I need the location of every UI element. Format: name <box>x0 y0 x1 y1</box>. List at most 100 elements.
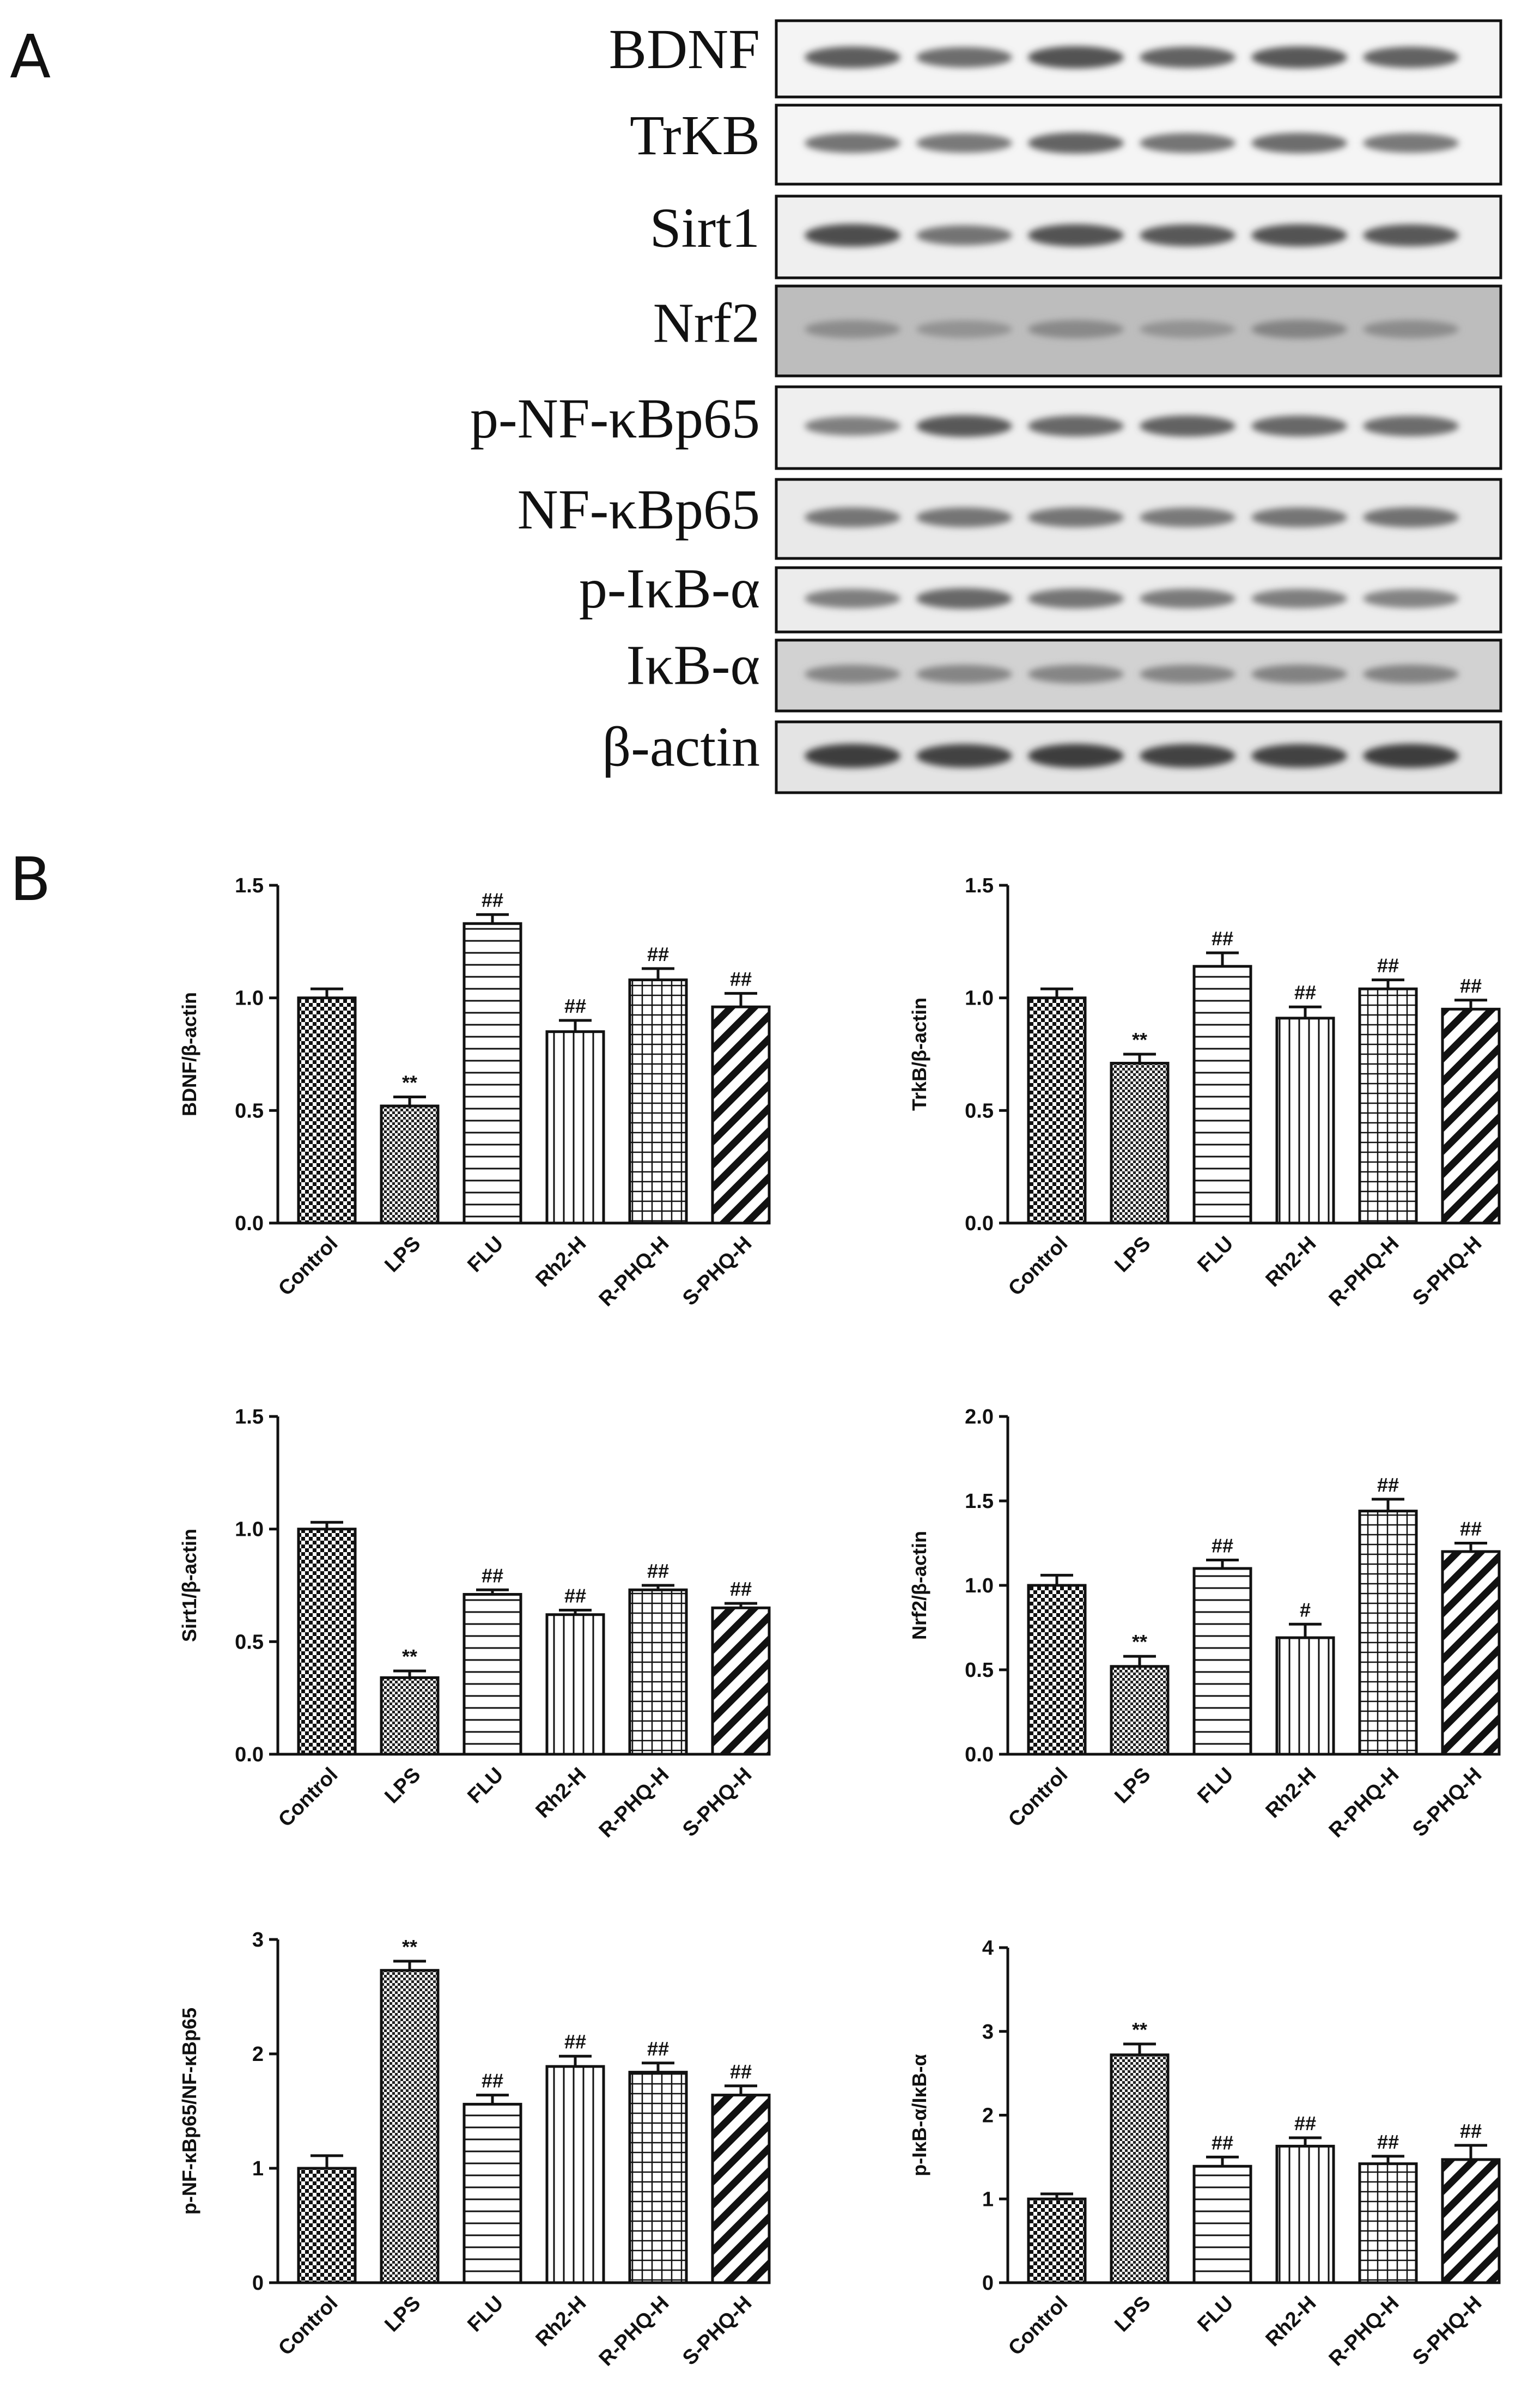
x-category-label: S-PHQ-H <box>1408 1763 1486 1841</box>
blot-band <box>1028 588 1124 609</box>
y-tick-label: 1.5 <box>965 1490 994 1513</box>
significance-label: ** <box>402 1936 417 1958</box>
significance-label: ## <box>564 2030 586 2053</box>
blot-band-label: p-NF-κBp65 <box>470 387 760 450</box>
blot-band <box>805 507 900 527</box>
y-tick-label: 0.0 <box>965 1212 994 1235</box>
bar <box>462 2102 522 2284</box>
bar <box>628 2071 688 2284</box>
significance-label: ## <box>647 943 669 965</box>
bar <box>1275 1636 1335 1756</box>
blot-band <box>1363 416 1459 436</box>
blot-band <box>805 416 900 436</box>
significance-label: ## <box>1460 1518 1482 1540</box>
x-category-label: LPS <box>380 1232 425 1277</box>
blot-band <box>1363 133 1459 153</box>
bar <box>711 2094 771 2284</box>
x-category-label: LPS <box>1110 1232 1155 1277</box>
bar <box>297 2167 357 2284</box>
blot-band-label: NF-κBp65 <box>518 478 760 541</box>
bar <box>1441 1007 1501 1225</box>
x-category-label: Control <box>1004 1232 1072 1300</box>
bar-chart-5: 0 1 2 3 p-NF-κBp65/NF-κBp65 Control ** LPS ## FLU… <box>178 1929 771 2371</box>
significance-label: ## <box>1294 981 1316 1004</box>
significance-label: ** <box>402 1072 417 1094</box>
blot-band <box>1028 744 1124 768</box>
significance-label: ## <box>482 1564 503 1586</box>
y-tick-label: 2 <box>982 2105 994 2127</box>
significance-label: ## <box>1212 927 1233 950</box>
x-category-label: Control <box>274 1232 342 1300</box>
bar-chart-6: 0 1 2 3 4 p-IκB-α/IκB-α Control ** LPS ## FLU ## Rh2… <box>908 1937 1501 2370</box>
significance-label: ## <box>1460 975 1482 997</box>
y-tick-label: 1.5 <box>965 874 994 897</box>
x-category-label: S-PHQ-H <box>1408 2292 1486 2370</box>
y-axis-label: BDNF/β-actin <box>178 992 200 1116</box>
significance-label: ** <box>1132 1631 1147 1653</box>
y-tick-label: 0 <box>982 2272 994 2295</box>
x-category-label: S-PHQ-H <box>1408 1232 1486 1310</box>
blot-band <box>1251 132 1347 154</box>
blot-band <box>1363 744 1459 768</box>
bar <box>462 922 522 1225</box>
significance-label: ## <box>647 2038 669 2060</box>
x-category-label: Rh2-H <box>1262 2292 1321 2351</box>
bar <box>1358 1510 1418 1756</box>
bar <box>545 1613 605 1756</box>
bar <box>545 1030 605 1225</box>
y-tick-label: 4 <box>982 1937 994 1960</box>
blot-band <box>1140 133 1235 153</box>
y-tick-label: 3 <box>252 1929 264 1951</box>
x-category-label: FLU <box>463 2292 508 2337</box>
western-blot-panel: BDNF TrKB Sirt1 Nrf2 p-NF-κBp65 NF-κBp65 p-IκB… <box>470 18 1502 794</box>
blot-band <box>916 507 1012 527</box>
significance-label: ## <box>564 1584 586 1607</box>
blot-band <box>1363 589 1459 608</box>
x-category-label: S-PHQ-H <box>678 2292 756 2370</box>
bar-chart-1: 0.0 0.5 1.0 1.5 BDNF/β-actin Control ** LPS ## FL… <box>178 874 771 1311</box>
bar-chart-3: 0.0 0.5 1.0 1.5 Sirt1/β-actin Control ** LPS ## F… <box>178 1406 771 1842</box>
bar <box>628 1588 688 1756</box>
significance-label: ## <box>482 2070 503 2092</box>
blot-band <box>1251 319 1347 339</box>
bar <box>462 1593 522 1756</box>
x-category-label: Control <box>1004 1763 1072 1832</box>
blot-band-label: β-actin <box>602 716 760 779</box>
y-tick-label: 0.0 <box>965 1743 994 1766</box>
x-category-label: R-PHQ-H <box>1325 1763 1404 1842</box>
bar <box>1110 2053 1170 2284</box>
x-category-label: LPS <box>380 1763 425 1808</box>
bar <box>1358 987 1418 1225</box>
blot-band <box>916 133 1012 153</box>
significance-label: ## <box>730 1578 752 1600</box>
x-category-label: R-PHQ-H <box>595 2292 674 2371</box>
significance-label: ## <box>730 968 752 990</box>
x-category-label: S-PHQ-H <box>678 1763 756 1841</box>
blot-band <box>916 225 1012 246</box>
x-category-label: FLU <box>1193 1232 1238 1277</box>
bar <box>297 996 357 1225</box>
y-tick-label: 0.5 <box>965 1099 994 1122</box>
significance-label: ## <box>1377 954 1399 977</box>
blot-band <box>1140 665 1235 684</box>
blot-band <box>1251 507 1347 527</box>
bar <box>380 1969 440 2284</box>
significance-label: ** <box>1132 1029 1147 1051</box>
blot-band <box>916 665 1012 684</box>
blot-band-label: TrKB <box>630 104 760 167</box>
x-category-label: Control <box>274 1763 342 1832</box>
x-category-label: Rh2-H <box>1262 1232 1321 1292</box>
bar <box>1358 2162 1418 2284</box>
bar <box>1110 1665 1170 1756</box>
blot-band <box>1140 46 1235 68</box>
bar <box>1275 1017 1335 1225</box>
blot-band <box>1140 744 1235 768</box>
x-category-label: LPS <box>1110 2292 1155 2337</box>
blot-band <box>805 589 900 609</box>
y-tick-label: 2 <box>252 2043 264 2066</box>
panel-label-a: A <box>10 22 51 92</box>
y-tick-label: 0.0 <box>235 1212 264 1235</box>
bar-chart-4: 0.0 0.5 1.0 1.5 2.0 Nrf2/β-actin Control ** LPS #… <box>908 1406 1501 1842</box>
y-tick-label: 1.0 <box>235 1518 264 1541</box>
